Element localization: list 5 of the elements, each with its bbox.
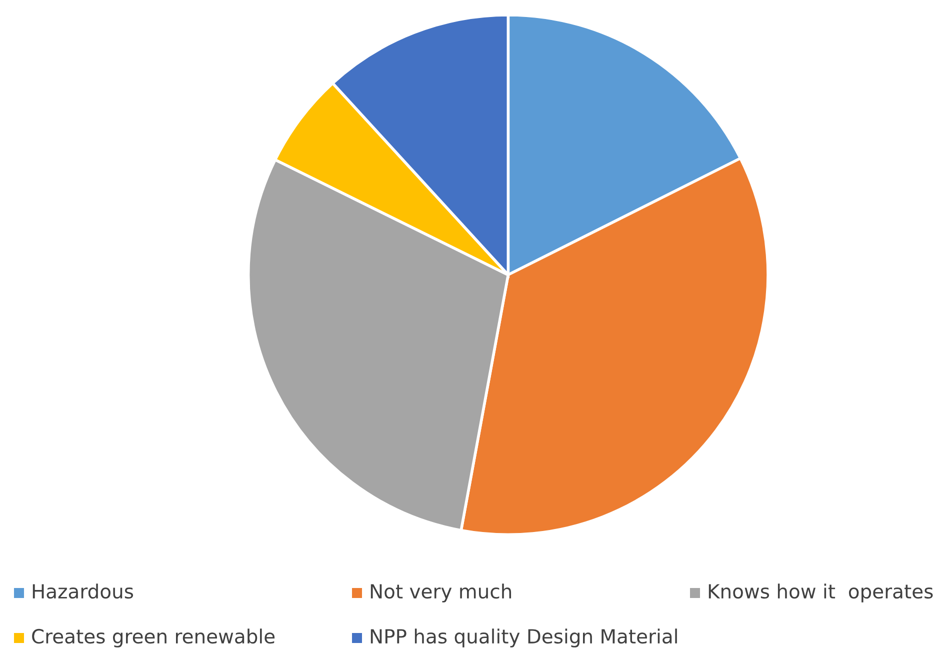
legend-label: Hazardous <box>32 584 134 599</box>
legend-label: Creates green renewable <box>32 628 275 648</box>
legend-label: NPP has quality Design Material <box>370 628 677 648</box>
legend-label: Knows how it operates <box>708 584 933 602</box>
legend-label: Not very much <box>370 584 512 602</box>
